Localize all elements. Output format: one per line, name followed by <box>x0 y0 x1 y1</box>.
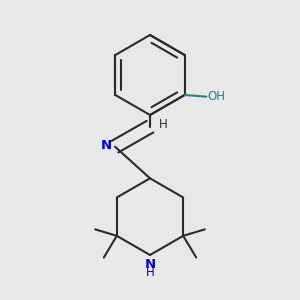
Text: H: H <box>146 266 154 279</box>
Text: H: H <box>159 118 168 131</box>
Text: N: N <box>144 258 156 271</box>
Text: N: N <box>101 140 112 152</box>
Text: OH: OH <box>208 90 226 103</box>
